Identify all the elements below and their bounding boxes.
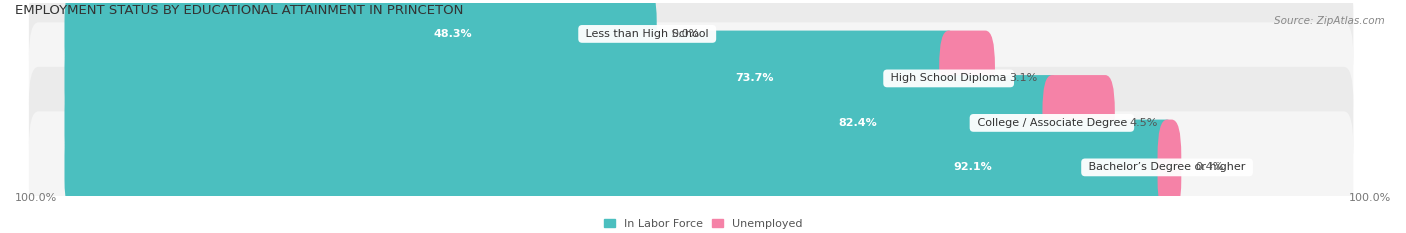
Text: 0.4%: 0.4% (1195, 162, 1223, 172)
FancyBboxPatch shape (65, 75, 1062, 171)
Text: College / Associate Degree: College / Associate Degree (973, 118, 1130, 128)
FancyBboxPatch shape (30, 22, 1354, 134)
Text: EMPLOYMENT STATUS BY EDUCATIONAL ATTAINMENT IN PRINCETON: EMPLOYMENT STATUS BY EDUCATIONAL ATTAINM… (14, 4, 463, 17)
Text: 3.1%: 3.1% (1010, 73, 1038, 83)
Text: 73.7%: 73.7% (735, 73, 773, 83)
FancyBboxPatch shape (30, 111, 1354, 223)
Text: 48.3%: 48.3% (433, 29, 472, 39)
FancyBboxPatch shape (30, 0, 1354, 90)
FancyBboxPatch shape (65, 120, 1177, 215)
Text: 92.1%: 92.1% (953, 162, 993, 172)
FancyBboxPatch shape (65, 0, 657, 82)
Text: High School Diploma: High School Diploma (887, 73, 1010, 83)
Text: Less than High School: Less than High School (582, 29, 713, 39)
Text: 0.0%: 0.0% (671, 29, 699, 39)
Text: Bachelor’s Degree or higher: Bachelor’s Degree or higher (1085, 162, 1249, 172)
Text: 100.0%: 100.0% (14, 193, 56, 203)
Text: 82.4%: 82.4% (838, 118, 877, 128)
Text: Source: ZipAtlas.com: Source: ZipAtlas.com (1274, 16, 1385, 26)
FancyBboxPatch shape (65, 31, 957, 126)
FancyBboxPatch shape (1042, 75, 1115, 171)
Legend: In Labor Force, Unemployed: In Labor Force, Unemployed (599, 214, 807, 233)
Text: 100.0%: 100.0% (1350, 193, 1392, 203)
Text: 4.5%: 4.5% (1129, 118, 1157, 128)
FancyBboxPatch shape (939, 31, 995, 126)
FancyBboxPatch shape (1157, 120, 1181, 215)
FancyBboxPatch shape (30, 67, 1354, 179)
